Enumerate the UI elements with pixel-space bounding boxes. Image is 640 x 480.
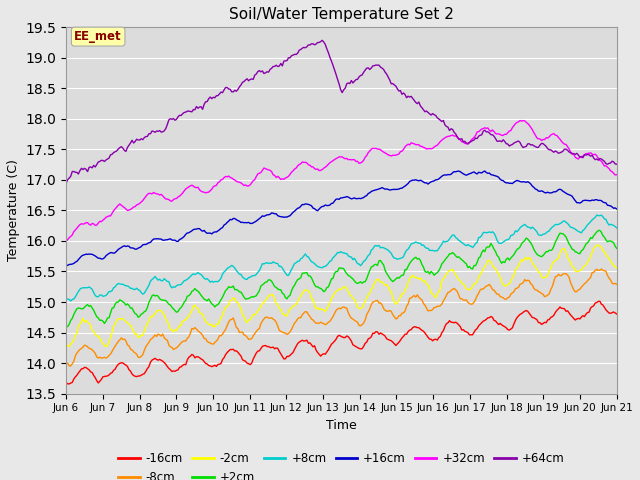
Text: EE_met: EE_met bbox=[74, 30, 122, 43]
X-axis label: Time: Time bbox=[326, 419, 356, 432]
Y-axis label: Temperature (C): Temperature (C) bbox=[7, 159, 20, 262]
Title: Soil/Water Temperature Set 2: Soil/Water Temperature Set 2 bbox=[229, 7, 454, 22]
Legend: -16cm, -8cm, -2cm, +2cm, +8cm, +16cm, +32cm, +64cm: -16cm, -8cm, -2cm, +2cm, +8cm, +16cm, +3… bbox=[114, 447, 569, 480]
